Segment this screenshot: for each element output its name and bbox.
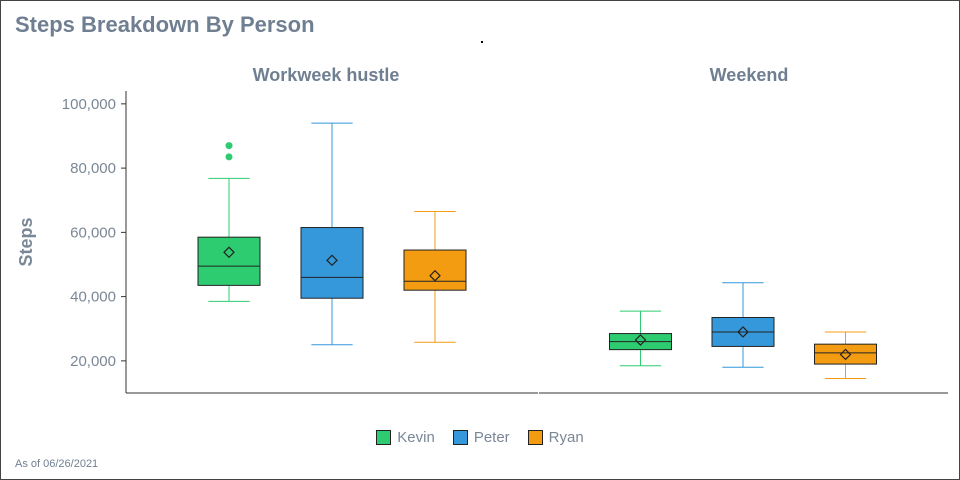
legend-item-kevin[interactable]: Kevin [376,429,435,446]
mean-marker [223,246,235,259]
box-peter [711,282,775,368]
legend-label-ryan: Ryan [548,429,584,446]
box-ryan [814,331,877,380]
box-kevin [609,310,672,367]
y-tick-label: 40,000 [70,289,116,306]
iqr-box [814,343,877,365]
panel-title: Workweek hustle [253,65,400,85]
chart-title: Steps Breakdown By Person [15,12,315,37]
mean-marker [634,334,647,346]
outlier-point [225,142,233,150]
legend-swatch-peter [452,430,468,445]
legend-swatch-ryan [527,430,543,445]
y-axis-title: Steps [16,217,36,266]
mean-marker [429,269,441,282]
y-tick-label: 100,000 [62,96,116,113]
legend-label-peter: Peter [473,429,510,446]
as-of-date: As of 06/26/2021 [15,458,99,470]
box-kevin [197,142,261,302]
box-peter [300,122,364,346]
iqr-box [197,236,261,286]
legend-swatch-kevin [376,430,392,445]
legend: Kevin Peter Ryan [1,429,959,446]
legend-label-kevin: Kevin [397,429,435,446]
panel-title: Weekend [710,65,789,85]
y-tick-label: 20,000 [70,353,116,370]
mean-marker [326,254,338,267]
stray-dot [481,41,483,43]
mean-marker [839,348,852,361]
iqr-box [300,227,364,299]
boxplot-chart: 20,000 40,000 60,000 80,000 100,000 Steps Work… [16,65,948,394]
y-tick-label: 80,000 [70,160,116,177]
y-tick-label: 60,000 [70,224,116,241]
mean-marker [737,326,749,338]
legend-item-ryan[interactable]: Ryan [527,429,584,446]
outlier-point [225,153,233,161]
box-ryan [403,210,467,343]
legend-item-peter[interactable]: Peter [452,429,510,446]
